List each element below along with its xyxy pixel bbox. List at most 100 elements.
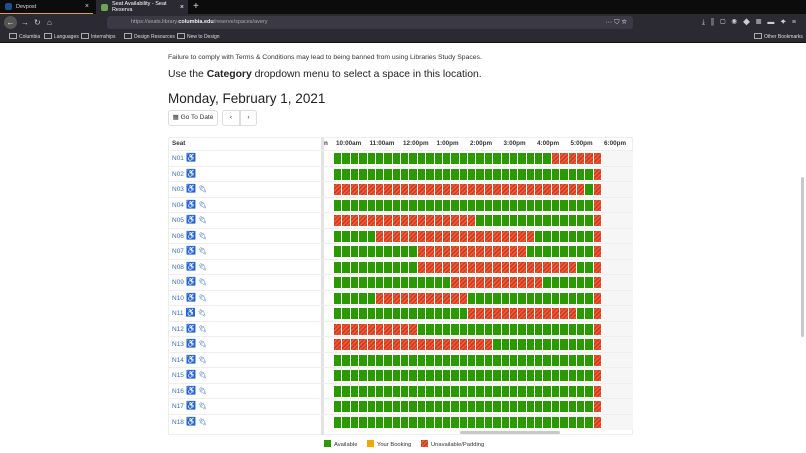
slot-available[interactable] <box>401 416 409 428</box>
slot-available[interactable] <box>350 246 359 257</box>
slot-available[interactable] <box>535 385 543 397</box>
slot-available[interactable] <box>585 184 593 195</box>
slot-available[interactable] <box>501 416 509 428</box>
slot-available[interactable] <box>535 215 543 226</box>
slot-available[interactable] <box>543 401 551 412</box>
slot-available[interactable] <box>535 416 543 428</box>
slot-available[interactable] <box>350 401 359 412</box>
slot-available[interactable] <box>434 277 442 288</box>
slot-available[interactable] <box>350 416 359 428</box>
slot-available[interactable] <box>350 230 359 242</box>
slot-available[interactable] <box>459 308 468 319</box>
slot-available[interactable] <box>334 261 342 273</box>
slot-available[interactable] <box>350 370 359 381</box>
slot-available[interactable] <box>493 168 501 180</box>
slot-available[interactable] <box>535 339 543 350</box>
slot-available[interactable] <box>417 385 426 397</box>
slot-available[interactable] <box>384 246 392 257</box>
slot-available[interactable] <box>576 199 585 211</box>
seat-link[interactable]: N03 ♿ 🔌︎ <box>172 184 207 195</box>
slot-available[interactable] <box>526 215 535 226</box>
go-to-date-button[interactable]: ▦ Go To Date <box>168 110 218 126</box>
slot-available[interactable] <box>426 354 434 366</box>
slot-available[interactable] <box>417 277 426 288</box>
slot-available[interactable] <box>359 199 367 211</box>
slot-available[interactable] <box>526 339 535 350</box>
slot-available[interactable] <box>501 168 509 180</box>
slot-available[interactable] <box>526 416 535 428</box>
slot-available[interactable] <box>585 168 593 180</box>
slot-available[interactable] <box>417 416 426 428</box>
tab-seat-availability[interactable]: Seat Availability - Seat Reserva × <box>96 0 188 14</box>
slot-available[interactable] <box>576 416 585 428</box>
slot-available[interactable] <box>426 308 434 319</box>
slot-available[interactable] <box>434 199 442 211</box>
slot-available[interactable] <box>543 199 551 211</box>
slot-available[interactable] <box>334 354 342 366</box>
slot-available[interactable] <box>509 385 518 397</box>
slot-available[interactable] <box>551 354 560 366</box>
slot-available[interactable] <box>526 323 535 335</box>
slot-available[interactable] <box>459 168 468 180</box>
slot-available[interactable] <box>585 339 593 350</box>
slot-available[interactable] <box>384 153 392 164</box>
slot-available[interactable] <box>493 339 501 350</box>
slot-available[interactable] <box>334 385 342 397</box>
slot-available[interactable] <box>509 292 518 304</box>
slot-available[interactable] <box>560 416 568 428</box>
slot-available[interactable] <box>560 401 568 412</box>
slot-available[interactable] <box>401 385 409 397</box>
seat-link[interactable]: N14 ♿ 🔌︎ <box>172 355 207 366</box>
slot-available[interactable] <box>359 385 367 397</box>
slot-available[interactable] <box>543 153 551 164</box>
slot-available[interactable] <box>442 153 451 164</box>
slot-available[interactable] <box>576 261 585 273</box>
slot-available[interactable] <box>576 292 585 304</box>
slot-available[interactable] <box>367 277 375 288</box>
slot-available[interactable] <box>426 323 434 335</box>
slot-available[interactable] <box>493 416 501 428</box>
slot-available[interactable] <box>359 168 367 180</box>
slot-available[interactable] <box>384 370 392 381</box>
slot-available[interactable] <box>409 308 417 319</box>
slot-available[interactable] <box>551 215 560 226</box>
slot-available[interactable] <box>543 230 551 242</box>
slot-available[interactable] <box>401 168 409 180</box>
slot-available[interactable] <box>359 292 367 304</box>
slot-available[interactable] <box>535 199 543 211</box>
slot-available[interactable] <box>409 385 417 397</box>
slot-available[interactable] <box>367 292 375 304</box>
seat-link[interactable]: N04 ♿ 🔌︎ <box>172 200 207 211</box>
home-button[interactable]: ⌂ <box>47 18 52 27</box>
slot-available[interactable] <box>375 354 384 366</box>
slot-available[interactable] <box>401 354 409 366</box>
slot-available[interactable] <box>543 215 551 226</box>
slot-available[interactable] <box>501 385 509 397</box>
slot-available[interactable] <box>367 354 375 366</box>
slot-available[interactable] <box>409 153 417 164</box>
slot-available[interactable] <box>350 277 359 288</box>
slot-available[interactable] <box>518 199 526 211</box>
slot-available[interactable] <box>426 370 434 381</box>
slot-available[interactable] <box>409 401 417 412</box>
back-button[interactable]: ← <box>4 16 17 29</box>
seat-link[interactable]: N15 ♿ 🔌︎ <box>172 370 207 381</box>
slot-available[interactable] <box>526 292 535 304</box>
slot-available[interactable] <box>468 385 476 397</box>
slot-available[interactable] <box>585 308 593 319</box>
slot-available[interactable] <box>334 168 342 180</box>
tab-devpost[interactable]: Devpost × <box>0 0 93 14</box>
slot-available[interactable] <box>409 277 417 288</box>
slot-available[interactable] <box>359 246 367 257</box>
slot-available[interactable] <box>375 277 384 288</box>
slot-available[interactable] <box>585 354 593 366</box>
slot-available[interactable] <box>484 168 493 180</box>
slot-available[interactable] <box>501 199 509 211</box>
slot-available[interactable] <box>451 323 459 335</box>
slot-available[interactable] <box>493 354 501 366</box>
slot-available[interactable] <box>535 370 543 381</box>
slot-available[interactable] <box>576 323 585 335</box>
slot-available[interactable] <box>476 292 484 304</box>
bookmark-languages[interactable]: Languages <box>44 31 79 43</box>
slot-available[interactable] <box>526 401 535 412</box>
